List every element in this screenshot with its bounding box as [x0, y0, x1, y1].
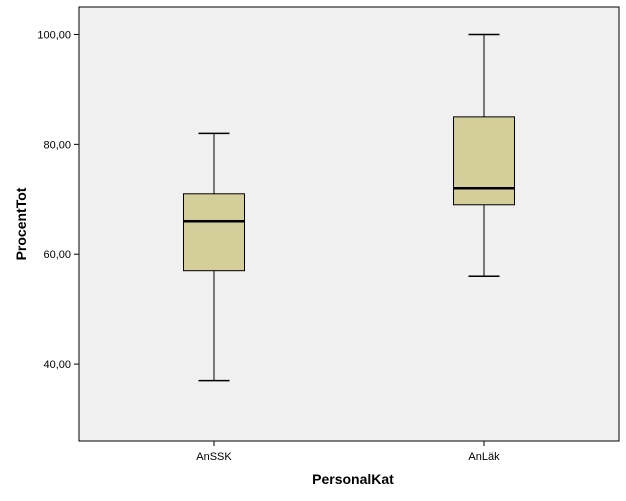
y-tick-label: 80,00 [43, 139, 71, 151]
plot-area [78, 6, 620, 442]
x-tick-label: AnSSK [196, 451, 232, 463]
iqr-box [183, 193, 245, 272]
box-AnLäk [453, 33, 515, 277]
box-AnSSK [183, 132, 245, 382]
x-axis-title: PersonalKat [312, 471, 394, 487]
y-axis-title: ProcentTot [13, 187, 29, 260]
iqr-box [453, 116, 515, 206]
x-tick-label: AnLäk [468, 451, 500, 463]
y-tick-label: 40,00 [43, 359, 71, 371]
y-tick-label: 60,00 [43, 249, 71, 261]
y-axis: 40,00 60,00 80,00 100,00 [37, 29, 79, 371]
x-axis: AnSSK AnLäk [196, 441, 500, 463]
boxes-group [183, 33, 515, 382]
y-tick-label: 100,00 [37, 29, 71, 41]
